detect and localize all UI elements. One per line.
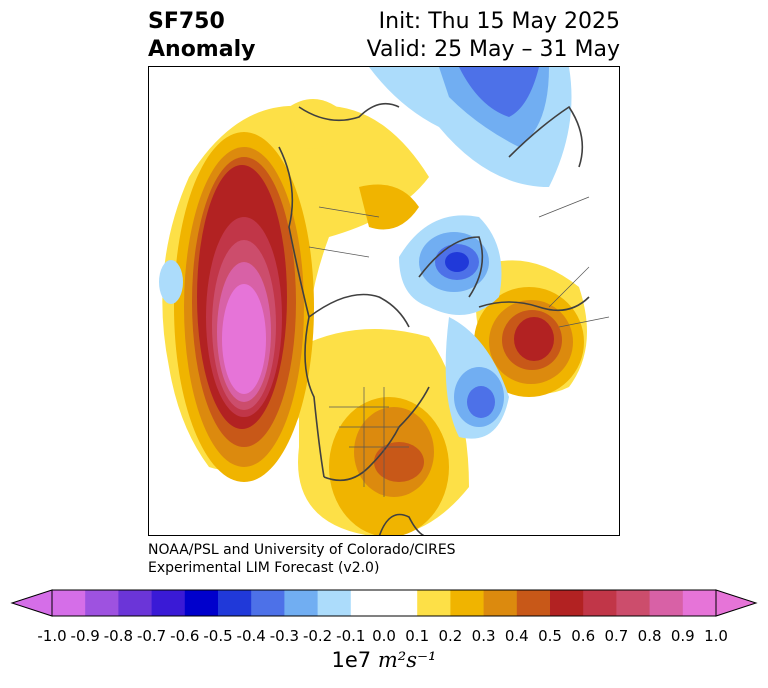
valid-range: Valid: 25 May – 31 May [366, 37, 620, 62]
colorbar-segment [450, 590, 485, 616]
colorbar-segment [550, 590, 584, 616]
colorbar-tick-label: -0.5 [203, 627, 233, 645]
colorbar-segment [118, 590, 153, 616]
colorbar-extend-min [10, 589, 53, 617]
colorbar-tick-labels: -1.0 -0.9 -0.8 -0.7 -0.6 -0.5 -0.4 -0.3 -0.2 -0.1… [0, 627, 768, 647]
colorbar-segment [384, 590, 418, 616]
variable-kind: Anomaly [148, 37, 256, 62]
colorbar-tick-label: 0.4 [504, 627, 529, 645]
variable-name: SF750 [148, 9, 225, 34]
colorbar-tick-label: -0.7 [136, 627, 167, 645]
colorbar-segment [649, 590, 684, 616]
colorbar-segment [483, 590, 518, 616]
colorbar-tick-label: -0.6 [170, 627, 200, 645]
colorbar-segment [417, 590, 451, 616]
units-value: m²s⁻¹ [377, 648, 437, 672]
colorbar-tick-label: -0.8 [103, 627, 134, 645]
colorbar-tick-label: -0.4 [236, 627, 266, 645]
colorbar-tick-label: 0.2 [438, 627, 463, 645]
colorbar-tick-label: -0.2 [302, 627, 333, 645]
colorbar-segment [317, 590, 352, 616]
colorbar-segment [682, 590, 717, 616]
colorbar-units: 1e7 m²s⁻¹ [0, 648, 768, 672]
colorbar-segment [516, 590, 551, 616]
polar-stereographic-map [148, 66, 620, 536]
colorbar-tick-label: 0.1 [405, 627, 430, 645]
colorbar-tick-label: 1.0 [704, 627, 728, 645]
colorbar-tick-label: -0.3 [269, 627, 300, 645]
colorbar-segment [284, 590, 319, 616]
units-prefix: 1e7 [331, 648, 372, 672]
credit-line-1: NOAA/PSL and University of Colorado/CIRE… [148, 542, 456, 558]
colorbar-segment [151, 590, 186, 616]
colorbar-tick-label: 0.7 [604, 627, 629, 645]
colorbar-tick-label: -0.1 [336, 627, 366, 645]
map-title: SF750 Anomaly [148, 8, 255, 64]
colorbar-tick-label: -0.9 [70, 627, 100, 645]
colorbar-tick-label: 0.9 [670, 627, 695, 645]
colorbar-tick-label: 0.0 [372, 627, 396, 645]
colorbar-tick-label: 0.6 [571, 627, 596, 645]
colorbar-segment [350, 590, 385, 616]
credit-text: NOAA/PSL and University of Colorado/CIRE… [148, 541, 456, 577]
colorbar-tick-label: -1.0 [37, 627, 67, 645]
colorbar-tick-label: 0.8 [637, 627, 662, 645]
colorbar-outline [51, 589, 717, 617]
colorbar-segment [218, 590, 252, 616]
colorbar-segment [52, 590, 86, 616]
colorbar-segment [583, 590, 617, 616]
colorbar-segment [251, 590, 285, 616]
colorbar-segment [616, 590, 651, 616]
colorbar-graphic [10, 589, 758, 617]
colorbar-extend-max [715, 589, 758, 617]
colorbar [0, 588, 768, 618]
init-date: Init: Thu 15 May 2025 [378, 9, 620, 34]
forecast-dates: Init: Thu 15 May 2025 Valid: 25 May – 31… [367, 8, 620, 64]
colorbar-tick-label: 0.3 [471, 627, 496, 645]
credit-line-2: Experimental LIM Forecast (v2.0) [148, 560, 380, 576]
colorbar-segment [184, 590, 219, 616]
colorbar-tick-label: 0.5 [538, 627, 562, 645]
anomaly-field [149, 67, 619, 535]
colorbar-segment [85, 590, 119, 616]
